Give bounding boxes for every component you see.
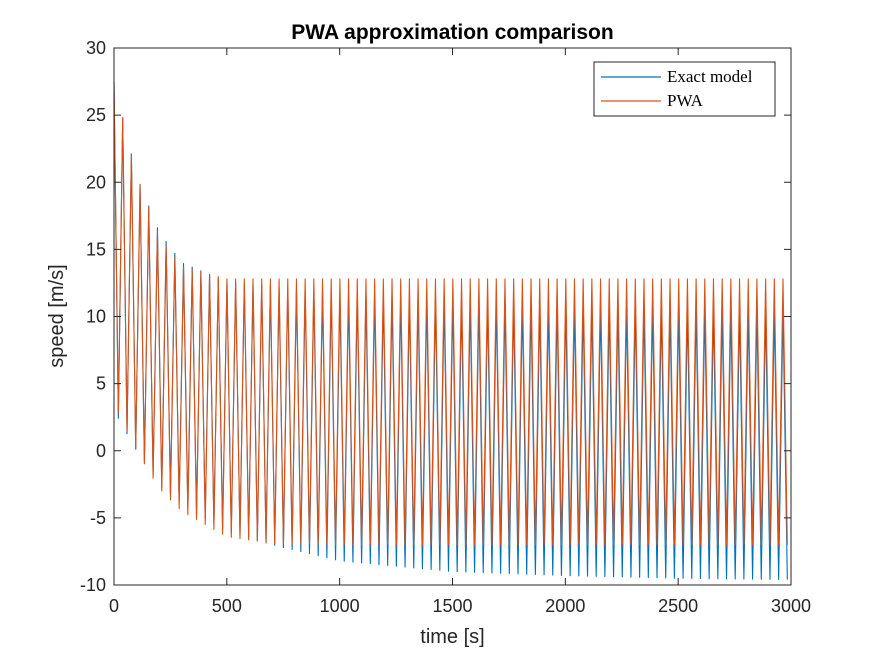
y-tick-label: 5	[96, 374, 106, 394]
legend-label-exact-model: Exact model	[667, 67, 753, 86]
x-tick-label: 2500	[658, 596, 698, 616]
tick-layer: 0 500 1000 1500 2000 2500 3000 -10 -5 0 5 10 15 20 25 3…	[80, 38, 811, 616]
x-tick-label: 3000	[771, 596, 811, 616]
y-tick-label: -10	[80, 575, 106, 595]
legend-label-pwa: PWA	[667, 91, 704, 110]
x-tick-label: 500	[212, 596, 242, 616]
y-axis-title: speed [m/s]	[46, 264, 68, 367]
y-tick-label: 15	[86, 239, 106, 259]
x-tick-label: 1000	[320, 596, 360, 616]
x-tick-label: 2000	[545, 596, 585, 616]
chart-title: PWA approximation comparison	[291, 21, 613, 44]
legend-box	[593, 61, 776, 117]
y-tick-label: 10	[86, 307, 106, 327]
y-tick-label: 30	[86, 38, 106, 58]
x-tick-label: 1500	[432, 596, 472, 616]
y-tick-label: -5	[90, 508, 106, 528]
series-layer	[113, 81, 788, 581]
legend: Exact model PWA	[593, 61, 776, 117]
y-tick-label: 0	[96, 441, 106, 461]
series-line-pwa	[113, 81, 788, 546]
x-axis-title: time [s]	[420, 626, 484, 648]
x-tick-label: 0	[109, 596, 119, 616]
y-tick-label: 25	[86, 105, 106, 125]
y-tick-label: 20	[86, 172, 106, 192]
